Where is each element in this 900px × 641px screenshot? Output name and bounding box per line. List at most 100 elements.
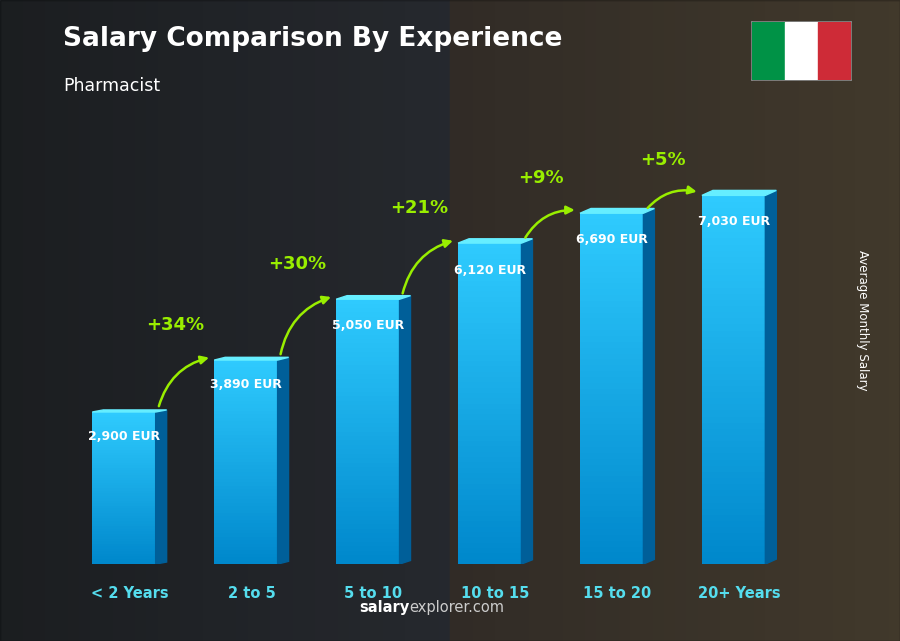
Bar: [458, 393, 521, 398]
Bar: [720, 0, 731, 641]
Bar: [702, 238, 765, 245]
Bar: [580, 242, 644, 248]
Bar: [702, 374, 765, 379]
Bar: [608, 0, 619, 641]
Bar: [336, 326, 400, 330]
Bar: [124, 0, 135, 641]
Bar: [580, 429, 644, 435]
Bar: [336, 356, 400, 361]
Bar: [214, 401, 277, 404]
Bar: [214, 523, 277, 527]
Bar: [458, 409, 521, 414]
Bar: [93, 429, 156, 432]
Bar: [93, 493, 156, 495]
Bar: [580, 225, 644, 231]
Bar: [214, 459, 277, 462]
Bar: [580, 406, 644, 412]
Bar: [336, 383, 400, 388]
Bar: [180, 0, 191, 641]
Polygon shape: [458, 239, 533, 243]
Bar: [93, 531, 156, 534]
Bar: [580, 412, 644, 418]
Bar: [336, 471, 400, 476]
Text: 15 to 20: 15 to 20: [583, 586, 652, 601]
Bar: [214, 462, 277, 465]
Bar: [702, 545, 765, 552]
Bar: [336, 370, 400, 374]
Bar: [336, 423, 400, 428]
Bar: [702, 343, 765, 349]
Text: 7,030 EUR: 7,030 EUR: [698, 215, 770, 228]
Bar: [580, 482, 644, 488]
Polygon shape: [277, 357, 289, 564]
Bar: [580, 330, 644, 336]
Bar: [458, 270, 521, 275]
Bar: [458, 505, 521, 511]
Bar: [580, 435, 644, 441]
Bar: [702, 226, 765, 232]
Bar: [336, 392, 400, 396]
Bar: [702, 429, 765, 435]
Bar: [214, 442, 277, 445]
Bar: [702, 441, 765, 447]
Text: +9%: +9%: [518, 169, 563, 187]
Bar: [336, 445, 400, 449]
Bar: [742, 0, 754, 641]
Bar: [580, 354, 644, 360]
Text: 6,120 EUR: 6,120 EUR: [454, 264, 526, 277]
Bar: [336, 520, 400, 524]
Bar: [336, 489, 400, 494]
Bar: [336, 498, 400, 503]
Bar: [458, 307, 521, 313]
Bar: [93, 435, 156, 437]
Bar: [336, 560, 400, 564]
Bar: [93, 503, 156, 506]
Bar: [93, 529, 156, 531]
Bar: [336, 511, 400, 515]
Text: +21%: +21%: [390, 199, 448, 217]
Bar: [702, 435, 765, 441]
Bar: [101, 0, 112, 641]
Bar: [93, 481, 156, 483]
Bar: [93, 415, 156, 417]
Bar: [93, 440, 156, 442]
Bar: [580, 500, 644, 506]
Bar: [754, 0, 765, 641]
Bar: [458, 457, 521, 462]
Bar: [702, 533, 765, 540]
Bar: [458, 382, 521, 388]
Bar: [702, 294, 765, 300]
Bar: [93, 476, 156, 478]
Bar: [214, 547, 277, 551]
Bar: [702, 257, 765, 263]
Bar: [580, 383, 644, 388]
Bar: [93, 453, 156, 455]
Bar: [458, 452, 521, 457]
Bar: [214, 390, 277, 394]
Bar: [562, 0, 574, 641]
Bar: [214, 397, 277, 401]
Bar: [702, 245, 765, 251]
Text: explorer.com: explorer.com: [410, 601, 505, 615]
Bar: [22, 0, 34, 641]
Bar: [336, 344, 400, 348]
Bar: [270, 0, 281, 641]
Bar: [580, 558, 644, 564]
Bar: [93, 473, 156, 476]
Bar: [580, 336, 644, 342]
Bar: [394, 0, 405, 641]
Bar: [336, 542, 400, 546]
Bar: [878, 0, 889, 641]
Bar: [702, 497, 765, 503]
Bar: [799, 0, 810, 641]
Bar: [93, 450, 156, 453]
Bar: [93, 445, 156, 447]
Bar: [702, 306, 765, 312]
Bar: [93, 519, 156, 521]
Bar: [214, 411, 277, 415]
Bar: [214, 479, 277, 483]
Bar: [336, 401, 400, 405]
Bar: [630, 0, 641, 641]
Polygon shape: [521, 239, 533, 564]
Bar: [214, 438, 277, 442]
